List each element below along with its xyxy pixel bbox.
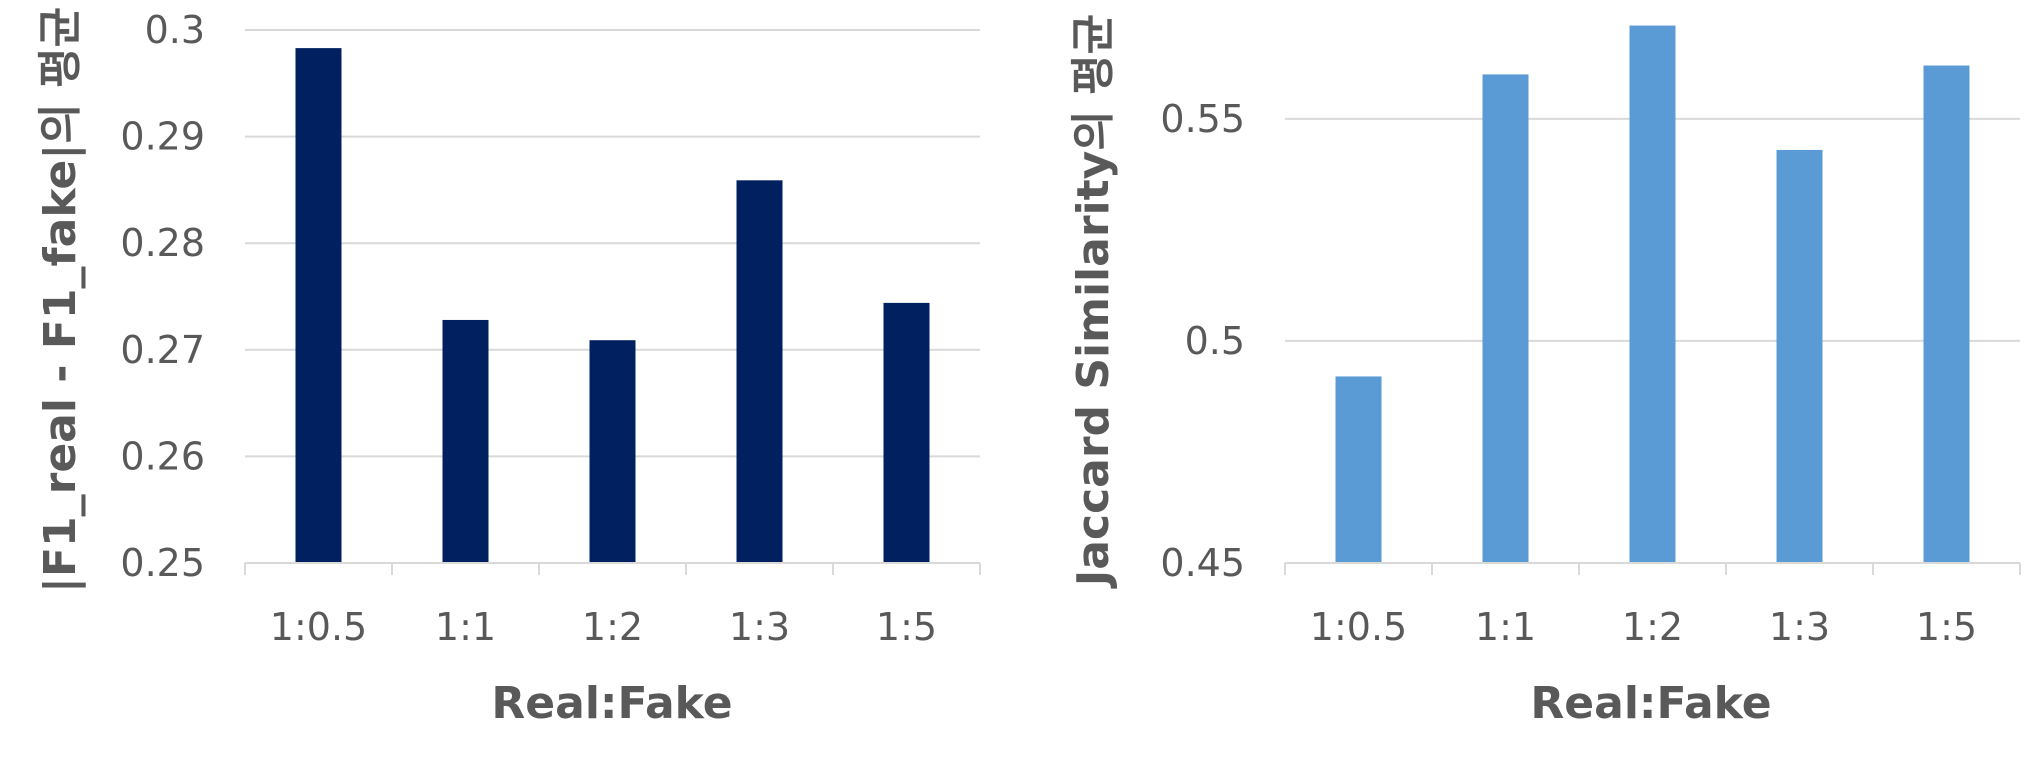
chart-left: 0.250.260.270.280.290.3 1:0.5 1:1 1:2 1:3 1:…	[35, 7, 981, 729]
left-y-tick-label: 0.29	[120, 115, 205, 159]
left-y-tick-label: 0.26	[120, 434, 205, 478]
left-y-axis-title: |F1_real - F1_fake|의 평균	[35, 7, 86, 593]
left-x-tick-label: 1:3	[729, 605, 790, 649]
left-y-tick-label: 0.3	[145, 8, 205, 52]
left-bar-1-1	[442, 319, 489, 563]
left-y-tick-label: 0.27	[120, 328, 205, 372]
left-x-tick-label: 1:1	[435, 605, 496, 649]
left-x-axis-title: Real:Fake	[491, 678, 732, 729]
left-bar-1-0-5	[295, 48, 342, 563]
left-y-tick-label: 0.28	[120, 221, 205, 265]
right-x-tick-label: 1:1	[1475, 605, 1536, 649]
right-y-tick-label: 0.45	[1160, 541, 1245, 585]
left-bar-1-3	[736, 180, 783, 563]
left-x-tick-label: 1:5	[876, 605, 937, 649]
right-bar-1-0-5	[1335, 376, 1382, 563]
right-x-tick-label: 1:5	[1916, 605, 1977, 649]
left-y-tick-label: 0.25	[120, 541, 205, 585]
right-bar-1-3	[1776, 149, 1823, 564]
right-y-tick-label: 0.5	[1185, 319, 1245, 363]
left-gridlines	[245, 29, 980, 458]
right-x-tick-label: 1:3	[1769, 605, 1830, 649]
left-x-tick-labels: 1:0.5 1:1 1:2 1:3 1:5	[270, 605, 937, 649]
right-x-axis-title: Real:Fake	[1530, 678, 1771, 729]
right-y-tick-label: 0.55	[1160, 97, 1245, 141]
left-x-axis	[244, 562, 981, 575]
right-x-axis	[1284, 562, 2021, 575]
left-x-tick-label: 1:0.5	[270, 605, 367, 649]
right-x-tick-label: 1:0.5	[1310, 605, 1407, 649]
left-x-tick-label: 1:2	[582, 605, 643, 649]
right-y-axis-title: Jaccard Similarity의 평균	[1068, 14, 1119, 589]
right-x-tick-labels: 1:0.5 1:1 1:2 1:3 1:5	[1310, 605, 1977, 649]
right-bar-1-1	[1482, 74, 1529, 564]
right-x-tick-label: 1:2	[1622, 605, 1683, 649]
left-bars	[295, 48, 930, 563]
right-bar-1-5	[1923, 65, 1970, 564]
left-bar-1-2	[589, 340, 636, 563]
left-y-tick-labels: 0.25 0.26 0.27 0.28 0.29 0.3	[120, 8, 205, 585]
right-bar-1-2	[1629, 25, 1676, 563]
right-bars	[1335, 25, 1970, 564]
left-bar-1-5	[883, 302, 930, 563]
right-y-tick-labels: 0.45 0.5 0.55	[1160, 97, 1245, 585]
chart-right: 0.450.50.55 1:0.5 1:1 1:2 1:3 1:5 Real:Fake …	[1068, 14, 2021, 729]
